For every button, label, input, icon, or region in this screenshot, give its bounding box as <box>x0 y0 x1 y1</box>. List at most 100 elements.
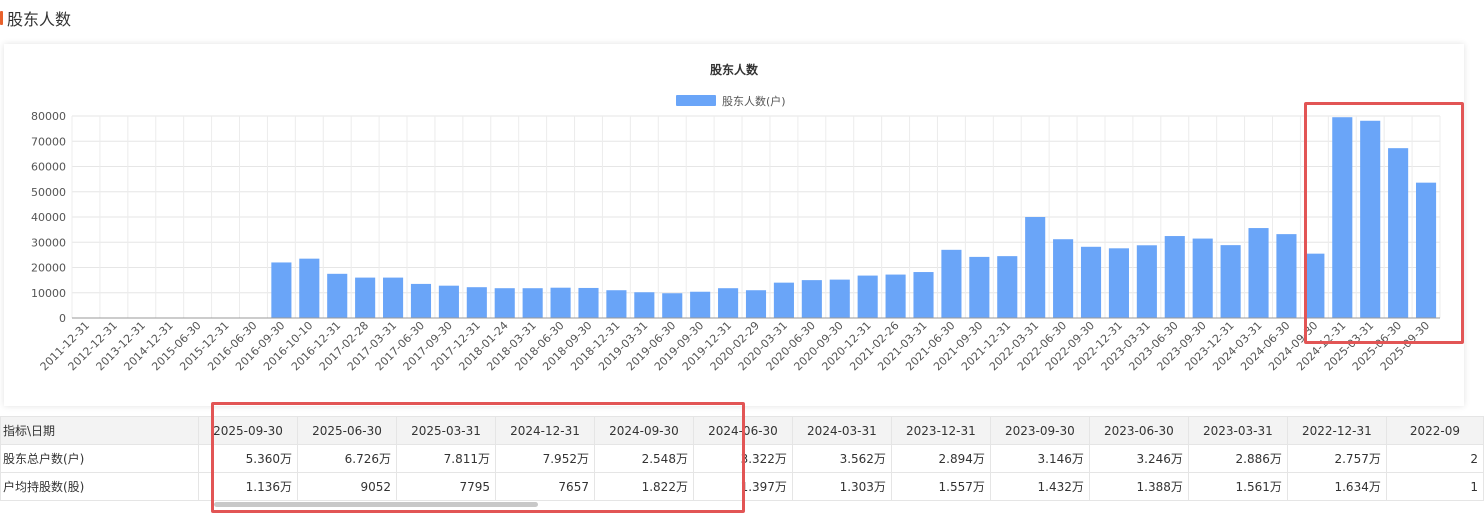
table-cell: 3.246万 <box>1088 444 1189 473</box>
legend-label: 股东人数(户) <box>722 94 786 108</box>
table-header-date: 2024-12-31 <box>494 416 595 445</box>
table-header-date: 2024-03-31 <box>791 416 892 445</box>
table-header-date: 2023-06-30 <box>1088 416 1189 445</box>
table-cell: 3.562万 <box>791 444 892 473</box>
bar-2021-03-31 <box>913 272 934 318</box>
bar-2019-06-30 <box>662 293 683 318</box>
table-header-date: 2025-03-31 <box>396 416 496 445</box>
table-header-row: 指标\日期 2025-09-30 2025-06-30 2025-03-31 2024-… <box>0 416 1484 445</box>
table-header-date: 2023-03-31 <box>1187 416 1288 445</box>
bar-2020-06-30 <box>801 280 822 318</box>
section-title: 股东人数 <box>7 10 72 29</box>
bar-2016-10-10 <box>299 258 320 318</box>
table-row-label: 股东总户数(户) <box>0 444 200 473</box>
bar-2017-06-30 <box>410 283 432 318</box>
table-cell: 1.634万 <box>1286 472 1387 501</box>
table-cell: 1.388万 <box>1088 472 1189 501</box>
bar-2022-06-30 <box>1053 239 1074 318</box>
bar-2024-12-31 <box>1332 117 1353 318</box>
bar-2024-09-30 <box>1304 253 1325 318</box>
bar-2016-12-31 <box>327 273 348 318</box>
table-header-date: 2025-09-30 <box>198 416 299 445</box>
bar-2022-09-30 <box>1080 246 1102 318</box>
table-cell: 1.397万 <box>692 472 793 501</box>
table-cell: 1.136万 <box>198 472 299 501</box>
table-cell: 2.548万 <box>593 444 694 473</box>
y-tick-label: 70000 <box>31 135 66 148</box>
table-cell: 2 <box>1385 444 1484 473</box>
table-cell: 7.811万 <box>396 444 496 473</box>
table-header-date: 2024-06-30 <box>692 416 793 445</box>
table-header-date: 2025-06-30 <box>297 416 397 445</box>
section-header: 股东人数 <box>0 6 71 30</box>
bar-2020-12-31 <box>857 275 878 318</box>
table-body: 股东总户数(户) 5.360万 6.726万 7.811万 7.952万 2.548万 3.… <box>0 444 1484 501</box>
table-cell: 3.322万 <box>692 444 793 473</box>
table-header-label: 指标\日期 <box>0 416 200 445</box>
bar-2017-09-30 <box>438 285 459 318</box>
bar-2020-09-30 <box>829 279 850 318</box>
bar-2020-03-31 <box>773 282 794 318</box>
bar-2020-02-29 <box>745 290 767 318</box>
horizontal-scrollbar[interactable] <box>214 502 538 507</box>
bar-2016-09-30 <box>271 262 292 318</box>
data-table-container[interactable]: 指标\日期 2025-09-30 2025-06-30 2025-03-31 2024-… <box>0 416 1484 512</box>
bar-2017-03-31 <box>383 277 404 318</box>
bar-2021-12-31 <box>997 256 1018 318</box>
table-cell: 2.886万 <box>1187 444 1288 473</box>
table-cell: 2.757万 <box>1286 444 1387 473</box>
y-tick-label: 40000 <box>31 211 66 224</box>
table-row: 股东总户数(户) 5.360万 6.726万 7.811万 7.952万 2.548万 3.… <box>0 444 1484 473</box>
bar-2018-01-24 <box>494 288 515 318</box>
table-row-label: 户均持股数(股) <box>0 472 200 501</box>
bar-2025-09-30 <box>1415 182 1437 318</box>
table-cell: 3.146万 <box>989 444 1090 473</box>
y-tick-label: 30000 <box>31 236 66 249</box>
bar-2018-06-30 <box>550 287 571 318</box>
y-tick-label: 10000 <box>31 287 66 300</box>
bar-2023-06-30 <box>1164 236 1185 318</box>
table-header-date: 2022-09 <box>1385 416 1484 445</box>
bar-2019-12-31 <box>718 288 739 318</box>
table-cell: 1.561万 <box>1187 472 1288 501</box>
table-cell: 1.303万 <box>791 472 892 501</box>
bar-2024-06-30 <box>1276 234 1297 318</box>
bar-2019-03-31 <box>634 292 655 318</box>
table-cell: 1.432万 <box>989 472 1090 501</box>
table-cell: 7.952万 <box>494 444 595 473</box>
y-tick-label: 20000 <box>31 262 66 275</box>
table-header-date: 2024-09-30 <box>593 416 694 445</box>
bar-2019-09-30 <box>690 291 711 318</box>
bar-2018-12-31 <box>606 290 627 318</box>
bar-2017-12-31 <box>466 287 487 318</box>
bar-2018-09-30 <box>578 287 599 318</box>
bar-2023-12-31 <box>1220 245 1241 318</box>
legend-swatch <box>676 95 716 106</box>
bar-2018-03-31 <box>522 288 543 318</box>
table-cell: 6.726万 <box>297 444 397 473</box>
bar-2023-09-30 <box>1192 238 1213 318</box>
data-table: 指标\日期 2025-09-30 2025-06-30 2025-03-31 2024-… <box>0 416 1484 501</box>
bar-2017-02-28 <box>355 277 376 318</box>
table-header-date: 2023-12-31 <box>890 416 991 445</box>
y-tick-label: 60000 <box>31 161 66 174</box>
bar-2021-09-30 <box>969 256 990 318</box>
section-marker <box>0 11 3 25</box>
y-tick-label: 80000 <box>31 110 66 123</box>
table-cell: 5.360万 <box>198 444 299 473</box>
bar-2021-02-26 <box>885 274 906 318</box>
chart-card: 股东人数股东人数(户) 0 10000 20000 30000 40000 50000 600… <box>4 44 1464 406</box>
bar-2025-03-31 <box>1360 120 1381 318</box>
table-row: 户均持股数(股) 1.136万 9052 7795 7657 1.822万 1.397万 1.… <box>0 472 1484 501</box>
y-tick-label: 50000 <box>31 186 66 199</box>
table-cell: 1 <box>1385 472 1484 501</box>
table-header-date: 2023-09-30 <box>989 416 1090 445</box>
bar-2023-03-31 <box>1136 245 1157 318</box>
chart-title: 股东人数 <box>710 62 759 77</box>
table-cell: 1.822万 <box>593 472 694 501</box>
table-cell: 9052 <box>297 472 397 501</box>
y-tick-label: 0 <box>59 312 66 325</box>
table-cell: 7657 <box>494 472 595 501</box>
bar-2025-06-30 <box>1388 148 1409 318</box>
